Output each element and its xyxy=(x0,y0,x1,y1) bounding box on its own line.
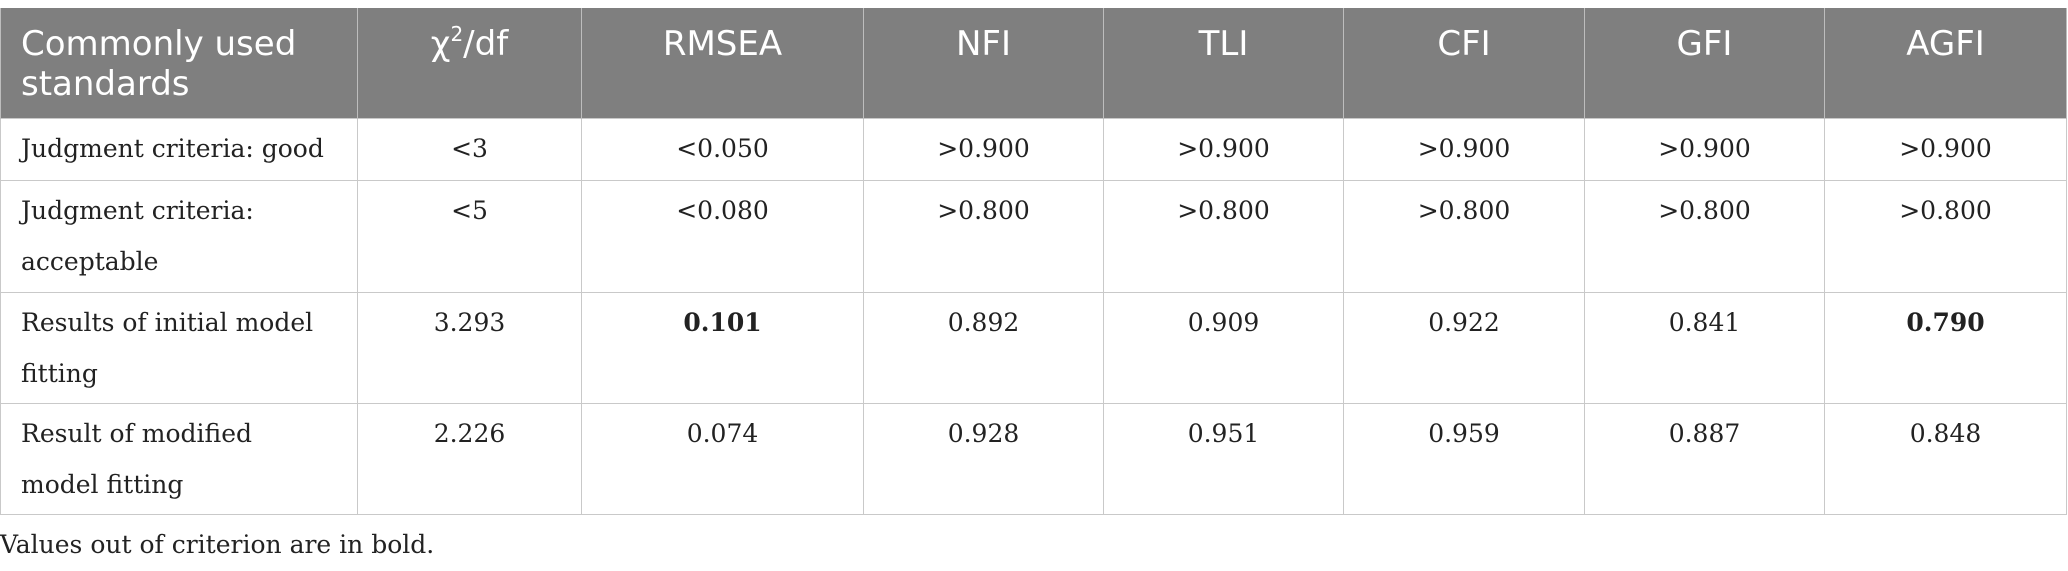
header-cfi: CFI xyxy=(1343,8,1585,118)
table-cell: >0.900 xyxy=(1824,117,2067,181)
chi-symbol: χ xyxy=(430,24,451,64)
table-cell: 0.909 xyxy=(1103,291,1344,404)
table-cell: >0.800 xyxy=(1584,179,1825,293)
table-cell: 0.928 xyxy=(863,402,1104,515)
table-cell: >0.800 xyxy=(863,179,1104,293)
chi-df: /df xyxy=(463,24,509,64)
header-agfi: AGFI xyxy=(1824,8,2067,118)
table-cell: 0.841 xyxy=(1584,291,1825,404)
table-cell: >0.900 xyxy=(1343,117,1585,181)
table-cell: <3 xyxy=(357,117,582,181)
fit-indices-table: Commonly used standards χ2/df RMSEA NFI … xyxy=(0,8,2067,515)
chi-superscript: 2 xyxy=(450,21,464,46)
table-cell: 0.951 xyxy=(1103,402,1344,515)
row-label: Judgment criteria: good xyxy=(0,117,358,181)
row-label: Judgment criteria: acceptable xyxy=(0,179,358,293)
table-row: Results of initial model fitting 3.293 0… xyxy=(0,291,2067,404)
table-cell: <0.080 xyxy=(581,179,864,293)
table-cell: 0.790 xyxy=(1824,291,2067,404)
table-footnote: Values out of criterion are in bold. xyxy=(0,530,435,559)
table-cell: 0.959 xyxy=(1343,402,1585,515)
row-label: Results of initial model fitting xyxy=(0,291,358,404)
table-cell: >0.900 xyxy=(1584,117,1825,181)
table-row: Judgment criteria: acceptable <5 <0.080 … xyxy=(0,179,2067,293)
table-cell: 0.922 xyxy=(1343,291,1585,404)
table-cell: >0.800 xyxy=(1343,179,1585,293)
header-row: Commonly used standards χ2/df RMSEA NFI … xyxy=(0,8,2067,118)
header-rmsea: RMSEA xyxy=(581,8,864,118)
header-commonly-used-standards: Commonly used standards xyxy=(0,8,358,118)
table-cell: 0.892 xyxy=(863,291,1104,404)
table-cell: 0.887 xyxy=(1584,402,1825,515)
table-row: Judgment criteria: good <3 <0.050 >0.900… xyxy=(0,117,2067,181)
table-row: Result of modified model fitting 2.226 0… xyxy=(0,402,2067,515)
row-label: Result of modified model fitting xyxy=(0,402,358,515)
header-chi-square-df: χ2/df xyxy=(357,8,582,118)
table-cell: 3.293 xyxy=(357,291,582,404)
table-cell: 0.101 xyxy=(581,291,864,404)
table-cell: <5 xyxy=(357,179,582,293)
header-tli: TLI xyxy=(1103,8,1344,118)
table-cell: >0.800 xyxy=(1824,179,2067,293)
table-cell: 0.074 xyxy=(581,402,864,515)
table-container: Commonly used standards χ2/df RMSEA NFI … xyxy=(0,8,2067,515)
table-cell: 0.848 xyxy=(1824,402,2067,515)
table-cell: <0.050 xyxy=(581,117,864,181)
table-cell: >0.900 xyxy=(863,117,1104,181)
header-gfi: GFI xyxy=(1584,8,1825,118)
table-cell: 2.226 xyxy=(357,402,582,515)
table-cell: >0.900 xyxy=(1103,117,1344,181)
header-nfi: NFI xyxy=(863,8,1104,118)
table-cell: >0.800 xyxy=(1103,179,1344,293)
